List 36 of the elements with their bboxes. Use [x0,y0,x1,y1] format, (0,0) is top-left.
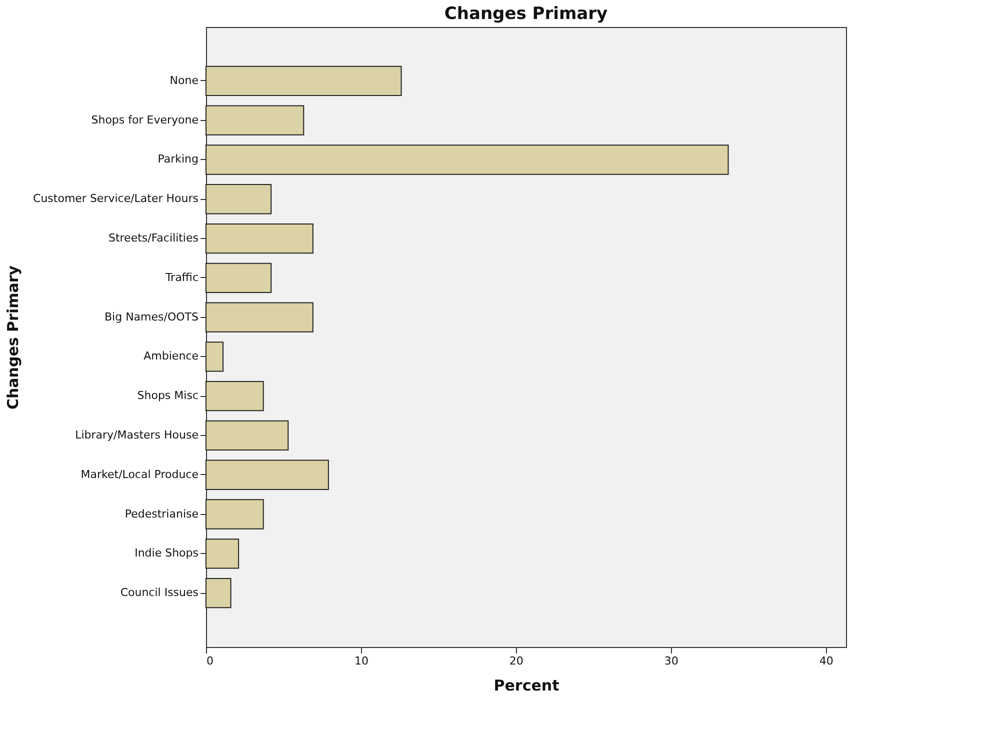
y-tick-label: Shops Misc [137,389,198,402]
x-tick-label: 0 [206,654,214,668]
y-axis-title: Changes Primary [4,265,22,410]
y-tick-label: Ambience [144,350,199,363]
chart-title: Changes Primary [444,4,608,24]
y-tick-label: Traffic [164,270,198,284]
bar [206,262,272,293]
x-tick-label: 30 [664,654,678,668]
bar [206,342,224,372]
y-tick-label: Customer Service/Later Hours [33,192,199,206]
x-tick-label: 10 [354,654,368,668]
bar [206,538,240,569]
x-tick-label: 40 [819,654,834,668]
x-axis-title: Percent [494,676,560,694]
bar [206,184,272,214]
bar [206,144,729,175]
y-tick-label: Parking [158,152,198,166]
bar [206,420,289,451]
bar [206,223,314,254]
y-tick-label: Shops for Everyone [91,113,199,126]
y-tick-label: Library/Masters House [75,428,199,442]
bar [206,381,264,412]
y-tick-label: Council Issues [120,586,199,600]
bar [206,66,402,96]
x-tick-label: 20 [509,654,524,668]
y-tick-label: Streets/Facilities [108,232,199,245]
bar [206,499,264,530]
y-tick-label: None [170,74,199,87]
bar [206,578,232,608]
bar [206,105,304,136]
y-tick-label: Big Names/OOTS [104,310,199,324]
bar [206,460,329,490]
y-tick-label: Indie Shops [134,546,199,560]
y-tick-label: Market/Local Produce [80,468,199,481]
bar [206,302,314,332]
y-tick-label: Pedestrianise [124,507,199,520]
